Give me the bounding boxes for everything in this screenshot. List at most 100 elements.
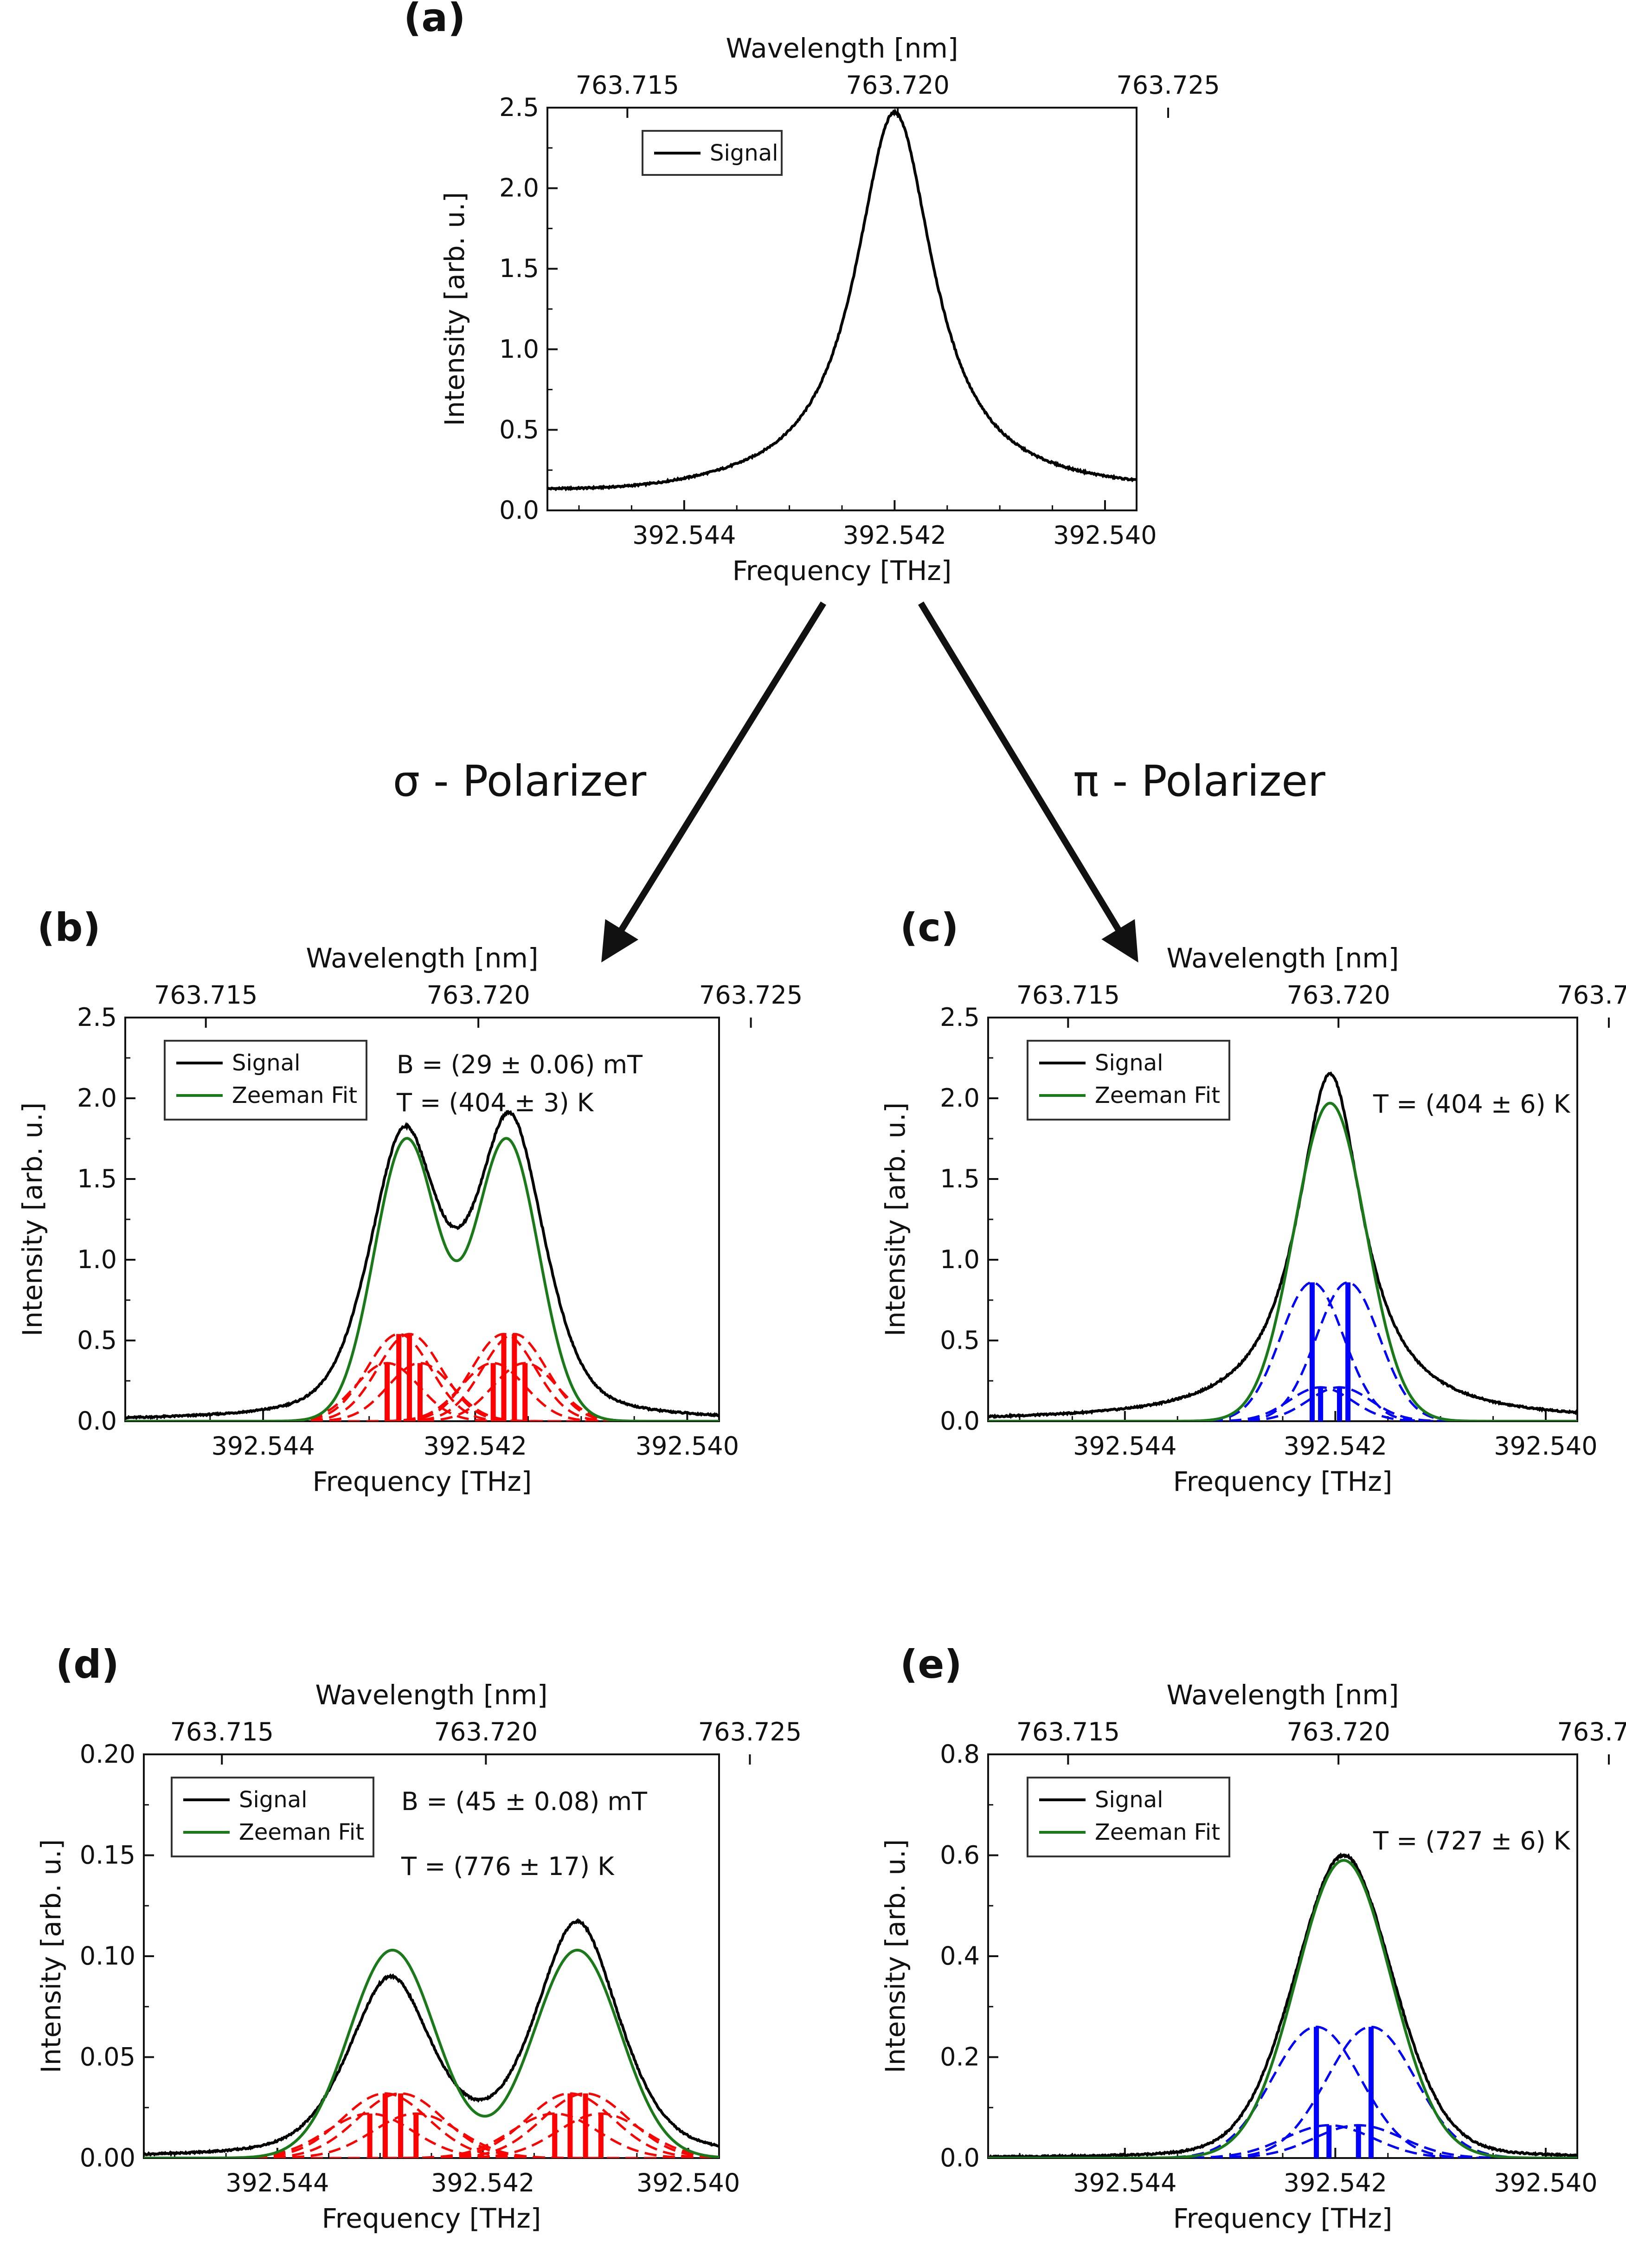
zeeman-fit-line [125,1137,719,1421]
y-tick-label: 0.15 [80,1841,135,1870]
plot-area [988,1071,1577,1421]
y-tick-label: 0.8 [940,1740,980,1769]
y-tick-label: 0.00 [80,2143,135,2172]
component-curve [125,1333,719,1421]
pi-polarizer-label: π - Polarizer [1073,756,1325,806]
x-tick-label: 392.540 [1494,2168,1597,2197]
signal-line [547,108,1137,491]
axes-frame [546,107,1138,511]
annotation: B = (29 ± 0.06) mT [397,1050,643,1079]
x-tick-label: 392.544 [1073,1431,1176,1461]
top-tick-label: 763.725 [1557,1717,1626,1746]
x-tick-label: 392.544 [1073,2168,1176,2197]
y-axis-label: Intensity [arb. u.] [439,192,470,426]
y-tick-label: 2.0 [77,1083,117,1113]
y-tick-label: 0.2 [940,2042,980,2072]
component-curve [125,1362,719,1421]
y-tick-label: 0.10 [80,1941,135,1971]
x-tick-label: 392.540 [1053,521,1157,550]
legend-label: Zeeman Fit [239,1819,364,1845]
panel-label: (c) [900,905,959,950]
y-tick-label: 0.0 [940,2143,980,2172]
x-tick-label: 392.540 [636,1431,739,1461]
y-tick-label: 0.0 [77,1406,117,1436]
legend: Signal [642,130,783,176]
y-tick-label: 1.0 [77,1245,117,1274]
top-tick-label: 763.715 [154,980,257,1010]
plot-area [144,1918,719,2158]
component-curve [144,2112,719,2158]
x-axis-label: Frequency [THz] [313,1466,532,1497]
component-curve [125,1333,719,1421]
y-tick-label: 0.0 [499,496,539,525]
y-tick-label: 2.0 [940,1083,980,1113]
x-tick-label: 392.542 [1284,1431,1387,1461]
panel-a: (a) 392.544 392.542 392.540 Frequency [THz] 7… [404,0,1220,586]
legend-box [171,1777,374,1857]
annotation: T = (404 ± 3) K [396,1088,594,1117]
top-tick-label: 763.720 [846,71,950,100]
y-tick-label: 2.0 [499,174,539,203]
zeeman-fit-line [988,1102,1577,1421]
legend-label: Signal [239,1787,307,1813]
component-curve [988,1281,1577,1421]
panel-e: (e) 392.544 392.542 392.540 Frequency [THz] 7… [880,1642,1626,2234]
plot-area [547,108,1137,491]
y-tick-label: 0.5 [77,1326,117,1355]
y-tick-label: 1.5 [940,1164,980,1193]
y-tick-label: 0.4 [940,1941,980,1971]
top-tick-label: 763.715 [1016,1717,1120,1746]
component-curve [988,2124,1577,2158]
panel-d: (d) 392.544 392.542 392.540 Frequency [THz] 7… [35,1642,802,2234]
zeeman-fit-line [144,1948,719,2158]
top-tick-label: 763.720 [426,980,530,1010]
legend-label: Zeeman Fit [1095,1082,1220,1108]
x-tick-label: 392.542 [1284,2168,1387,2197]
legend-box [1027,1040,1230,1121]
y-axis-label: Intensity [arb. u.] [880,1839,911,2073]
top-axis-label: Wavelength [nm] [306,942,538,974]
y-tick-label: 0.0 [940,1406,980,1436]
y-tick-label: 1.5 [499,254,539,283]
zeeman-fit-line [988,1859,1577,2158]
y-tick-label: 1.0 [499,335,539,364]
legend: Signal Zeeman Fit [1027,1040,1230,1121]
y-tick-label: 2.5 [77,1003,117,1032]
x-tick-label: 392.542 [431,2168,534,2197]
panel-b: (b) 392.544 392.542 392.540 Frequency [THz] 7… [17,905,803,1497]
y-tick-label: 1.0 [940,1245,980,1274]
y-tick-label: 2.5 [499,93,539,122]
component-curve [144,2112,719,2158]
x-tick-label: 392.540 [1494,1431,1597,1461]
y-tick-label: 1.5 [77,1164,117,1193]
legend-label: Signal [1095,1787,1163,1813]
annotation: T = (404 ± 6) K [1373,1089,1571,1119]
y-tick-label: 0.5 [499,415,539,444]
x-axis-label: Frequency [THz] [1173,1466,1393,1497]
legend-box [1027,1777,1230,1857]
y-tick-label: 0.05 [80,2042,135,2072]
legend-box [164,1040,367,1121]
x-axis-label: Frequency [THz] [322,2203,541,2234]
signal-line [988,1852,1577,2158]
top-tick-label: 763.715 [1016,980,1120,1010]
y-tick-label: 0.20 [80,1740,135,1769]
signal-line [144,1918,719,2157]
panel-label: (e) [900,1642,962,1687]
top-tick-label: 763.715 [576,71,679,100]
panel-label: (d) [56,1642,119,1687]
y-tick-label: 0.6 [940,1841,980,1870]
x-tick-label: 392.542 [424,1431,527,1461]
top-tick-label: 763.720 [1287,980,1390,1010]
top-tick-label: 763.720 [434,1717,538,1746]
signal-line [125,1110,719,1420]
legend-label: Signal [710,140,778,166]
x-tick-label: 392.544 [632,521,736,550]
x-axis-label: Frequency [THz] [733,555,952,586]
annotation: T = (727 ± 6) K [1373,1826,1571,1856]
legend: Signal Zeeman Fit [171,1777,374,1857]
signal-line [988,1071,1577,1419]
plot-area [988,1852,1577,2158]
top-tick-label: 763.725 [1116,71,1220,100]
